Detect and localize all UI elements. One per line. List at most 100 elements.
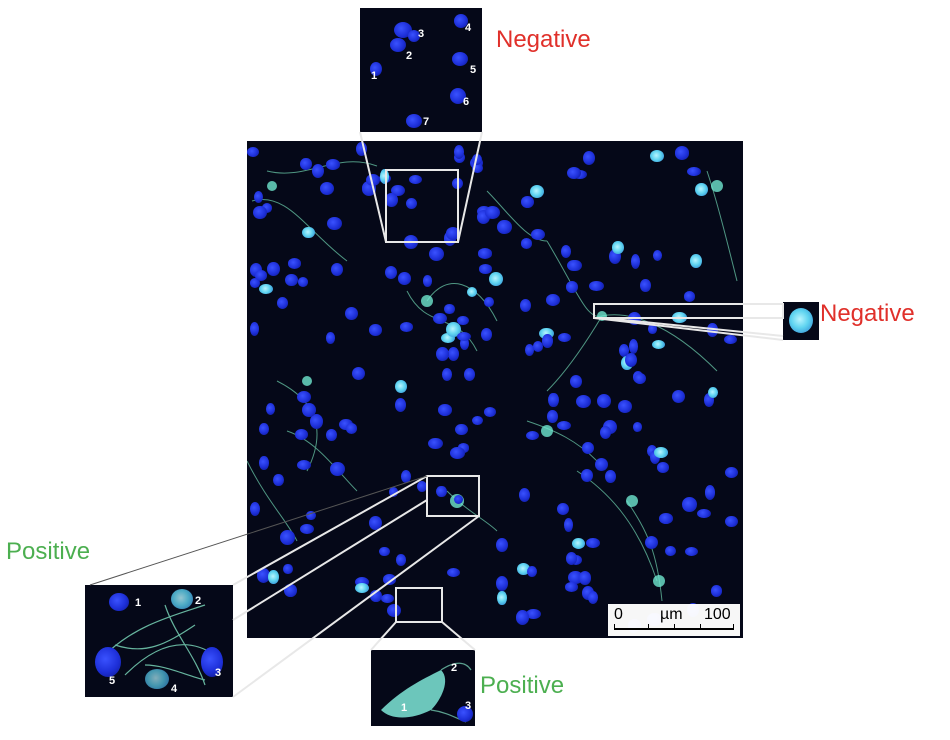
nucleus — [400, 469, 412, 483]
nucleus — [539, 328, 554, 340]
nucleus — [394, 398, 407, 413]
nucleus — [496, 576, 509, 591]
nucleus — [685, 546, 699, 556]
nucleus — [422, 275, 433, 287]
nucleus — [477, 248, 493, 259]
cell-number: 2 — [451, 662, 458, 674]
nucleus — [325, 331, 336, 345]
nucleus — [548, 392, 559, 408]
nucleus — [576, 394, 592, 408]
nucleus — [625, 352, 638, 367]
nucleus — [560, 244, 572, 259]
nucleus — [605, 470, 616, 484]
nucleus — [651, 339, 666, 349]
nucleus — [519, 487, 531, 502]
nucleus — [296, 391, 312, 404]
nucleus — [478, 264, 492, 274]
nucleus — [588, 591, 598, 604]
nucleus — [403, 235, 419, 249]
nucleus — [671, 390, 685, 403]
nucleus — [253, 206, 267, 220]
nucleus — [287, 258, 302, 269]
nucleus — [705, 485, 716, 500]
nucleus — [674, 146, 690, 160]
nucleus — [261, 203, 273, 214]
nucleus — [640, 278, 651, 293]
nucleus — [346, 422, 358, 434]
nucleus — [696, 508, 711, 519]
nucleus — [653, 447, 669, 459]
nucleus — [665, 546, 676, 557]
nucleus — [571, 538, 586, 550]
nucleus — [381, 593, 394, 604]
nucleus — [279, 530, 295, 546]
nucleus — [690, 253, 702, 268]
nucleus — [565, 281, 578, 293]
nucleus — [344, 306, 358, 320]
nucleus — [497, 590, 507, 606]
cell-number: 6 — [463, 96, 470, 108]
nucleus — [249, 278, 261, 289]
nucleus — [582, 150, 595, 166]
nucleus — [442, 367, 453, 381]
nucleus — [521, 238, 533, 249]
nucleus — [628, 339, 639, 354]
nucleus — [253, 191, 263, 204]
left-inset: 1 2 3 4 5 — [85, 585, 233, 697]
cell-number: 5 — [470, 64, 477, 76]
nucleus — [325, 159, 341, 170]
nucleus — [259, 422, 270, 435]
nucleus — [329, 461, 345, 477]
bottom-inset: 1 2 3 — [371, 650, 475, 726]
nucleus — [466, 286, 478, 297]
nucleus — [596, 394, 612, 409]
nucleus — [472, 415, 484, 426]
nucleus — [531, 229, 545, 240]
nucleus — [368, 324, 383, 336]
nucleus — [370, 590, 383, 602]
nucleus — [306, 510, 316, 521]
nucleus — [686, 166, 701, 177]
cell-number: 1 — [371, 70, 378, 82]
nucleus — [480, 327, 493, 342]
bottom-positive-label: Positive — [480, 672, 565, 699]
nucleus — [301, 226, 315, 239]
nucleus — [433, 312, 447, 324]
nucleus — [586, 538, 600, 549]
nucleus — [266, 403, 276, 415]
cell-number: 2 — [195, 595, 202, 607]
nucleus — [258, 283, 274, 295]
nucleus — [300, 158, 312, 171]
nucleus — [285, 274, 298, 287]
nucleus — [463, 368, 475, 382]
nucleus — [633, 373, 646, 385]
nucleus — [249, 321, 260, 337]
nucleus — [483, 406, 497, 417]
nucleus — [277, 297, 289, 310]
scale-end: 100 — [704, 606, 731, 623]
nucleus — [542, 333, 553, 349]
nucleus — [567, 259, 582, 272]
cell-number: 3 — [215, 667, 222, 679]
nucleus — [588, 281, 604, 291]
cell-number: 2 — [406, 50, 413, 62]
nucleus — [484, 297, 494, 308]
nucleus — [302, 402, 317, 418]
nucleus — [294, 428, 309, 440]
nucleus — [657, 462, 669, 473]
nucleus — [527, 566, 538, 577]
nucleus — [725, 467, 738, 478]
nucleus — [578, 571, 592, 585]
nucleus — [388, 487, 399, 497]
nucleus — [645, 536, 659, 550]
cell-number: 5 — [109, 675, 116, 687]
nucleus — [564, 582, 579, 592]
nucleus — [580, 469, 593, 483]
nucleus — [319, 181, 334, 195]
nucleus — [683, 291, 696, 303]
nucleus — [297, 460, 312, 470]
nucleus — [723, 334, 737, 345]
nucleus — [725, 515, 738, 528]
nucleus — [497, 219, 512, 234]
right-inset — [783, 302, 819, 340]
